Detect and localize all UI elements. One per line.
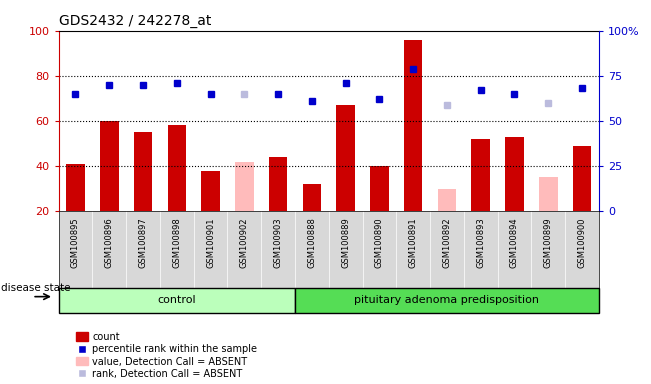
Legend: count, percentile rank within the sample, value, Detection Call = ABSENT, rank, : count, percentile rank within the sample… [76,332,257,379]
Text: GSM100901: GSM100901 [206,217,215,268]
Bar [337,105,355,211]
Bar [437,189,456,211]
Bar [201,170,220,211]
Text: GSM100893: GSM100893 [477,217,485,268]
Text: GDS2432 / 242278_at: GDS2432 / 242278_at [59,14,211,28]
Bar [59,288,295,313]
Text: GSM100899: GSM100899 [544,217,553,268]
Bar [295,288,599,313]
Bar [269,157,287,211]
Text: disease state: disease state [1,283,71,293]
Text: GSM100898: GSM100898 [173,217,181,268]
Text: GSM100889: GSM100889 [341,217,350,268]
Text: GSM100902: GSM100902 [240,217,249,268]
Bar [167,126,186,211]
Text: GSM100894: GSM100894 [510,217,519,268]
Text: GSM100903: GSM100903 [273,217,283,268]
Text: GSM100896: GSM100896 [105,217,114,268]
Text: GSM100891: GSM100891 [409,217,418,268]
Bar [505,137,524,211]
Bar [133,132,152,211]
Text: GSM100895: GSM100895 [71,217,80,268]
Text: GSM100888: GSM100888 [307,217,316,268]
Bar [573,146,591,211]
Bar [471,139,490,211]
Bar [66,164,85,211]
Bar [370,166,389,211]
Text: GSM100897: GSM100897 [139,217,148,268]
Text: GSM100900: GSM100900 [577,217,587,268]
Bar [100,121,118,211]
Bar [303,184,321,211]
Bar [539,177,557,211]
Text: GSM100890: GSM100890 [375,217,384,268]
Text: pituitary adenoma predisposition: pituitary adenoma predisposition [354,295,540,306]
Text: control: control [158,295,196,306]
Bar [235,162,254,211]
Text: GSM100892: GSM100892 [443,217,451,268]
Bar [404,40,422,211]
